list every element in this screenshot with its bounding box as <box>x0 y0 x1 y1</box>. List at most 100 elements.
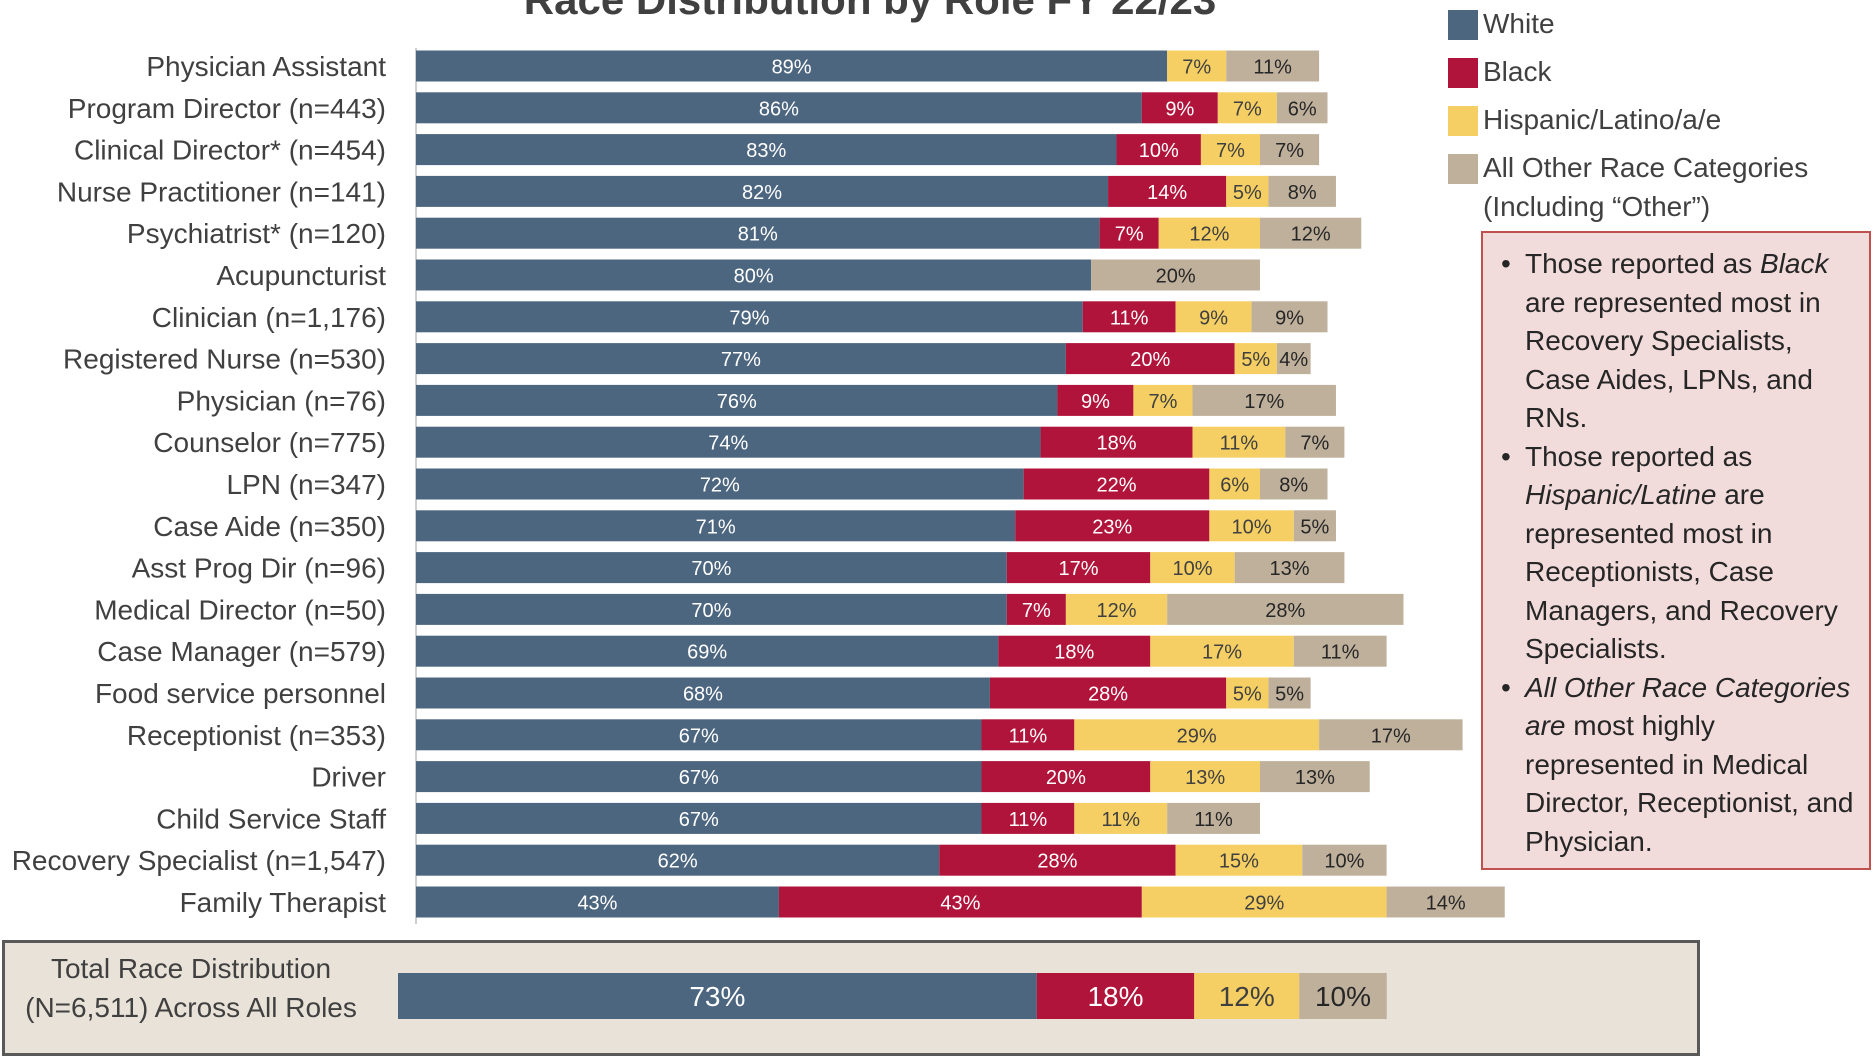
bar-black <box>1015 510 1210 542</box>
bar-white <box>416 175 1109 207</box>
total-bar-hispanic <box>1194 973 1300 1019</box>
category-label: LPN (n=347) <box>226 469 386 500</box>
bar-all <box>1091 259 1260 291</box>
notes-box: Those reported as Black are represented … <box>1481 231 1871 870</box>
data-label: 67% <box>679 809 719 831</box>
data-label: 8% <box>1279 475 1308 497</box>
bar-hispanic <box>1192 426 1286 458</box>
bar-hispanic <box>1141 886 1387 918</box>
bar-white <box>416 301 1083 333</box>
bar-all <box>1386 886 1505 918</box>
bar-all <box>1260 761 1370 793</box>
category-label: Medical Director (n=50) <box>94 594 386 625</box>
data-label: 12% <box>1189 224 1229 246</box>
bar-all <box>1226 50 1320 82</box>
note-hispanic-pre: Those reported as <box>1525 440 1753 472</box>
bar-black <box>1006 593 1066 625</box>
data-label: 11% <box>1194 809 1233 831</box>
data-label: 28% <box>1265 600 1305 622</box>
bar-all <box>1167 802 1260 834</box>
data-label: 29% <box>1244 893 1284 915</box>
legend-swatch-other <box>1448 154 1478 184</box>
data-label: 7% <box>1233 98 1262 120</box>
bar-white <box>416 844 940 876</box>
data-label: 11% <box>1101 809 1140 831</box>
category-label: Food service personnel <box>95 678 386 709</box>
data-label: 7% <box>1182 57 1211 79</box>
legend-swatch-black <box>1448 58 1478 88</box>
data-label: 23% <box>1092 516 1132 538</box>
bar-hispanic <box>1150 761 1260 793</box>
bar-all <box>1167 593 1404 625</box>
category-label: Family Therapist <box>180 887 387 918</box>
bar-hispanic <box>1226 175 1269 207</box>
data-label: 11% <box>1321 642 1360 664</box>
note-black: Those reported as Black are represented … <box>1501 245 1863 438</box>
bar-black <box>981 719 1075 751</box>
legend-label-other: All Other Race Categories <box>1483 152 1809 183</box>
bar-black <box>939 844 1176 876</box>
data-label: 20% <box>1156 266 1196 288</box>
category-label: Physician Assistant <box>146 51 386 82</box>
legend-label-black: Black <box>1483 56 1552 87</box>
data-label: 7% <box>1022 600 1051 622</box>
total-bar-chart: 73% 18% 12% 10% <box>398 973 1387 1019</box>
bar-all <box>1268 677 1311 709</box>
bar-all <box>1251 301 1328 333</box>
legend-label-white: White <box>1483 8 1555 39</box>
data-label: 29% <box>1177 725 1217 747</box>
note-other: All Other Race Categories are most highl… <box>1501 669 1863 862</box>
data-label: 10% <box>1232 516 1272 538</box>
data-label: 11% <box>1009 725 1048 747</box>
bar-white <box>416 259 1092 291</box>
bar-all <box>1260 134 1320 166</box>
data-label: 7% <box>1300 433 1329 455</box>
legend-swatch-hispanic <box>1448 106 1478 136</box>
note-hispanic: Those reported as Hispanic/Latine are re… <box>1501 438 1863 669</box>
total-data-label: 18% <box>1087 981 1143 1012</box>
chart-title: Race Distribution by Role FY 22/23 <box>420 0 1320 24</box>
bar-black <box>1065 343 1235 375</box>
note-other-em: All Other Race Categories are <box>1525 671 1851 742</box>
bar-black <box>1082 301 1176 333</box>
bar-black <box>998 635 1151 667</box>
data-label: 62% <box>658 851 698 873</box>
bar-white <box>416 719 982 751</box>
note-black-em: Black <box>1760 248 1829 279</box>
category-label: Receptionist (n=353) <box>127 720 386 751</box>
total-label-line1: Total Race Distribution <box>50 953 332 984</box>
data-label: 10% <box>1172 558 1212 580</box>
bar-all <box>1234 552 1345 584</box>
data-label: 8% <box>1288 182 1317 204</box>
data-label: 5% <box>1241 349 1270 371</box>
data-label: 17% <box>1371 725 1411 747</box>
data-label: 74% <box>708 433 748 455</box>
data-label: 83% <box>746 140 786 162</box>
data-label: 14% <box>1426 893 1466 915</box>
data-label: 82% <box>742 182 782 204</box>
bar-hispanic <box>1133 384 1193 416</box>
bar-black <box>1141 92 1218 124</box>
bar-black <box>1108 175 1227 207</box>
bar-black <box>1116 134 1201 166</box>
bar-black <box>981 802 1075 834</box>
bar-hispanic <box>1175 844 1303 876</box>
note-hispanic-em: Hispanic/Latine <box>1525 479 1717 510</box>
bar-white <box>416 468 1024 500</box>
data-label: 22% <box>1097 475 1137 497</box>
category-label: Clinician (n=1,176) <box>152 302 386 333</box>
bar-hispanic <box>1217 92 1277 124</box>
category-label: Clinical Director* (n=454) <box>74 135 386 166</box>
bar-black <box>981 761 1151 793</box>
bar-hispanic <box>1158 217 1260 249</box>
bar-white <box>416 217 1100 249</box>
bar-hispanic <box>1226 677 1269 709</box>
bar-white <box>416 50 1168 82</box>
bar-hispanic <box>1200 134 1260 166</box>
bar-black <box>989 677 1227 709</box>
data-label: 86% <box>759 98 799 120</box>
data-label: 71% <box>696 516 736 538</box>
total-data-label: 10% <box>1315 981 1371 1012</box>
data-label: 89% <box>772 57 812 79</box>
category-label: Child Service Staff <box>156 803 386 834</box>
